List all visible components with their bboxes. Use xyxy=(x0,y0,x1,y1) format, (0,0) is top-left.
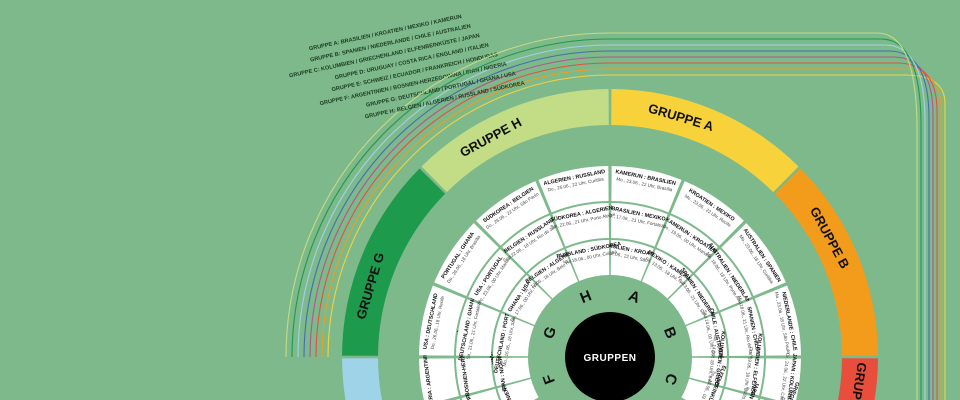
match-cell[interactable] xyxy=(502,215,564,273)
match-cell[interactable] xyxy=(527,249,578,299)
match-cell[interactable] xyxy=(502,274,552,325)
match-cell[interactable] xyxy=(419,358,459,400)
group-letter[interactable]: A xyxy=(626,287,643,307)
center-hub[interactable]: GRUPPEN xyxy=(565,312,655,400)
match-cell[interactable] xyxy=(721,223,786,297)
match-teams: IRAN : NIGERIA xyxy=(497,351,508,392)
match-cell[interactable] xyxy=(681,378,723,400)
group-title-band[interactable] xyxy=(812,358,878,400)
center-label[interactable]: GRUPPEN xyxy=(584,353,637,364)
match-cell[interactable] xyxy=(552,203,609,247)
match-cell[interactable] xyxy=(611,166,682,213)
match-cell[interactable] xyxy=(670,181,744,246)
group-title-band[interactable] xyxy=(342,168,446,356)
match-cell[interactable] xyxy=(468,249,526,311)
group-title-band[interactable] xyxy=(774,168,878,356)
group-line xyxy=(297,44,926,400)
match-cell[interactable] xyxy=(610,240,654,281)
match-cell[interactable] xyxy=(689,357,727,387)
match-cell[interactable] xyxy=(725,358,764,396)
match-cell[interactable] xyxy=(434,223,499,297)
group-letter[interactable]: C xyxy=(661,371,681,387)
match-cell[interactable] xyxy=(714,388,759,400)
group-title-band[interactable] xyxy=(421,89,609,193)
match-cell[interactable] xyxy=(686,313,727,357)
match-cell[interactable] xyxy=(720,299,764,356)
match-cell[interactable] xyxy=(538,166,609,213)
match-cell[interactable] xyxy=(668,274,718,325)
match-cell[interactable] xyxy=(656,215,718,273)
group-line xyxy=(285,32,918,400)
match-cell[interactable] xyxy=(497,378,539,400)
match-cell[interactable] xyxy=(493,313,534,357)
match-cell[interactable] xyxy=(566,240,610,281)
group-letter[interactable]: F xyxy=(540,372,559,386)
group-title-band[interactable] xyxy=(611,89,799,193)
match-cell[interactable] xyxy=(694,249,752,311)
group-letter[interactable]: H xyxy=(578,287,594,307)
center-hub-circle[interactable] xyxy=(565,312,655,400)
match-cell[interactable] xyxy=(456,299,500,356)
group-line xyxy=(291,38,922,400)
match-cell[interactable] xyxy=(761,358,801,400)
match-cell[interactable] xyxy=(456,358,495,396)
match-cell[interactable] xyxy=(461,388,507,400)
group-line xyxy=(327,74,946,400)
group-letter[interactable]: G xyxy=(540,324,560,341)
match-cell[interactable] xyxy=(642,249,693,299)
match-cell[interactable] xyxy=(754,285,801,356)
match-cell[interactable] xyxy=(476,181,550,246)
group-letter[interactable]: B xyxy=(660,325,680,342)
match-cell[interactable] xyxy=(493,357,531,387)
group-title-band[interactable] xyxy=(342,358,408,400)
match-cell[interactable] xyxy=(611,203,668,247)
match-cell[interactable] xyxy=(419,285,466,356)
